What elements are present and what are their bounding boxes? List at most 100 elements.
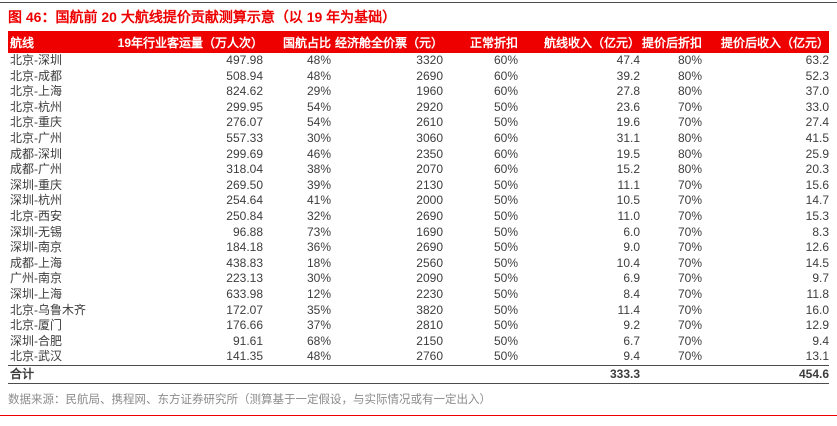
value-cell: 2560 (416, 255, 443, 270)
value-cell: 80% (677, 146, 702, 161)
table-body: 北京-深圳 497.98 48% 3320 60% 47.4 80% 63.2 北京-成都 508… (8, 53, 829, 365)
route-cell: 北京-重庆 (10, 115, 62, 130)
value-cell: 2920 (416, 99, 443, 114)
route-cell: 深圳-杭州 (10, 193, 62, 208)
total-route-revenue-cell: 333.3 (518, 364, 640, 384)
table-row: 深圳-上海 633.98 12% 2230 50% 8.4 70% 11.8 (8, 287, 829, 303)
value-cell: 318.04 (226, 162, 263, 177)
value-cell: 276.07 (226, 115, 263, 130)
column-header: 19年行业客运量（万人次） (113, 31, 263, 53)
table-row: 成都-广州 318.04 38% 2070 60% 15.2 80% 20.3 (8, 162, 829, 178)
value-cell: 14.7 (805, 193, 829, 208)
value-cell: 176.66 (226, 318, 263, 333)
value-cell: 3060 (416, 130, 443, 145)
value-cell: 27.8 (616, 84, 640, 99)
value-cell: 19.6 (616, 115, 640, 130)
value-cell: 54% (306, 115, 331, 130)
route-cell: 成都-上海 (10, 255, 62, 270)
value-cell: 9.7 (812, 271, 829, 286)
value-cell: 50% (493, 208, 518, 223)
value-cell: 184.18 (226, 240, 263, 255)
value-cell: 15.2 (616, 162, 640, 177)
table-row: 深圳-合肥 91.61 68% 2150 50% 6.7 70% 9.4 (8, 334, 829, 350)
route-cell: 北京-深圳 (10, 53, 62, 67)
value-cell: 27.4 (805, 115, 829, 130)
value-cell: 29% (306, 84, 331, 99)
value-cell: 19.5 (616, 146, 640, 161)
value-cell: 824.62 (226, 84, 263, 99)
value-cell: 16.0 (805, 302, 829, 317)
value-cell: 497.98 (226, 53, 263, 67)
value-cell: 70% (677, 302, 702, 317)
route-cell: 深圳-上海 (10, 286, 62, 301)
value-cell: 438.83 (226, 255, 263, 270)
value-cell: 11.4 (617, 302, 640, 317)
value-cell: 96.88 (232, 224, 263, 239)
table-row: 北京-重庆 276.07 54% 2610 50% 19.6 70% 27.4 (8, 115, 829, 131)
value-cell: 70% (677, 333, 702, 348)
value-cell: 9.2 (623, 318, 640, 333)
value-cell: 2690 (416, 240, 443, 255)
value-cell: 50% (493, 333, 518, 348)
value-cell: 299.95 (226, 99, 263, 114)
value-cell: 60% (493, 68, 518, 83)
value-cell: 37% (306, 318, 331, 333)
route-cell: 北京-广州 (10, 130, 62, 145)
value-cell: 33.0 (805, 99, 829, 114)
table-row: 深圳-南京 184.18 36% 2690 50% 9.0 70% 12.6 (8, 240, 829, 256)
top-divider (0, 2, 837, 3)
value-cell: 30% (306, 271, 331, 286)
value-cell: 223.13 (226, 271, 263, 286)
value-cell: 10.4 (616, 255, 640, 270)
total-empty-cell (443, 364, 518, 384)
value-cell: 68% (306, 333, 331, 348)
value-cell: 60% (493, 162, 518, 177)
bottom-divider (0, 414, 837, 416)
route-cell: 深圳-合肥 (10, 333, 62, 348)
value-cell: 80% (677, 162, 702, 177)
value-cell: 141.35 (226, 349, 263, 364)
value-cell: 37.0 (805, 84, 829, 99)
value-cell: 70% (677, 271, 702, 286)
value-cell: 63.2 (805, 53, 829, 67)
value-cell: 80% (677, 68, 702, 83)
table-row: 成都-上海 438.83 18% 2560 50% 10.4 70% 14.5 (8, 256, 829, 272)
value-cell: 1960 (416, 84, 443, 99)
value-cell: 20.3 (805, 162, 829, 177)
value-cell: 48% (306, 349, 331, 364)
value-cell: 269.50 (226, 177, 263, 192)
value-cell: 15.6 (805, 177, 829, 192)
value-cell: 250.84 (226, 208, 263, 223)
value-cell: 3320 (416, 53, 443, 67)
value-cell: 23.6 (616, 99, 640, 114)
route-cell: 北京-西安 (10, 208, 62, 223)
value-cell: 41.5 (805, 130, 829, 145)
value-cell: 50% (493, 115, 518, 130)
value-cell: 32% (306, 208, 331, 223)
value-cell: 70% (677, 318, 702, 333)
value-cell: 2810 (416, 318, 443, 333)
table-row: 北京-武汉 141.35 48% 2760 50% 9.4 70% 13.1 (8, 349, 829, 365)
value-cell: 14.5 (805, 255, 829, 270)
value-cell: 70% (677, 224, 702, 239)
route-cell: 成都-广州 (10, 162, 62, 177)
value-cell: 2150 (416, 333, 443, 348)
value-cell: 36% (306, 240, 331, 255)
value-cell: 557.33 (226, 130, 263, 145)
value-cell: 35% (306, 302, 331, 317)
total-empty-cell (113, 364, 263, 384)
value-cell: 50% (493, 99, 518, 114)
value-cell: 25.9 (805, 146, 829, 161)
value-cell: 2090 (416, 271, 443, 286)
route-cell: 北京-乌鲁木齐 (10, 302, 86, 317)
value-cell: 172.07 (226, 302, 263, 317)
table-row: 深圳-重庆 269.50 39% 2130 50% 11.1 70% 15.6 (8, 178, 829, 194)
value-cell: 50% (493, 240, 518, 255)
value-cell: 633.98 (226, 286, 263, 301)
column-header: 航线收入（亿元） (518, 31, 640, 53)
value-cell: 60% (493, 53, 518, 67)
value-cell: 12.9 (805, 318, 829, 333)
column-header: 经济舱全价票（元） (331, 31, 443, 53)
value-cell: 50% (493, 286, 518, 301)
value-cell: 2760 (416, 349, 443, 364)
